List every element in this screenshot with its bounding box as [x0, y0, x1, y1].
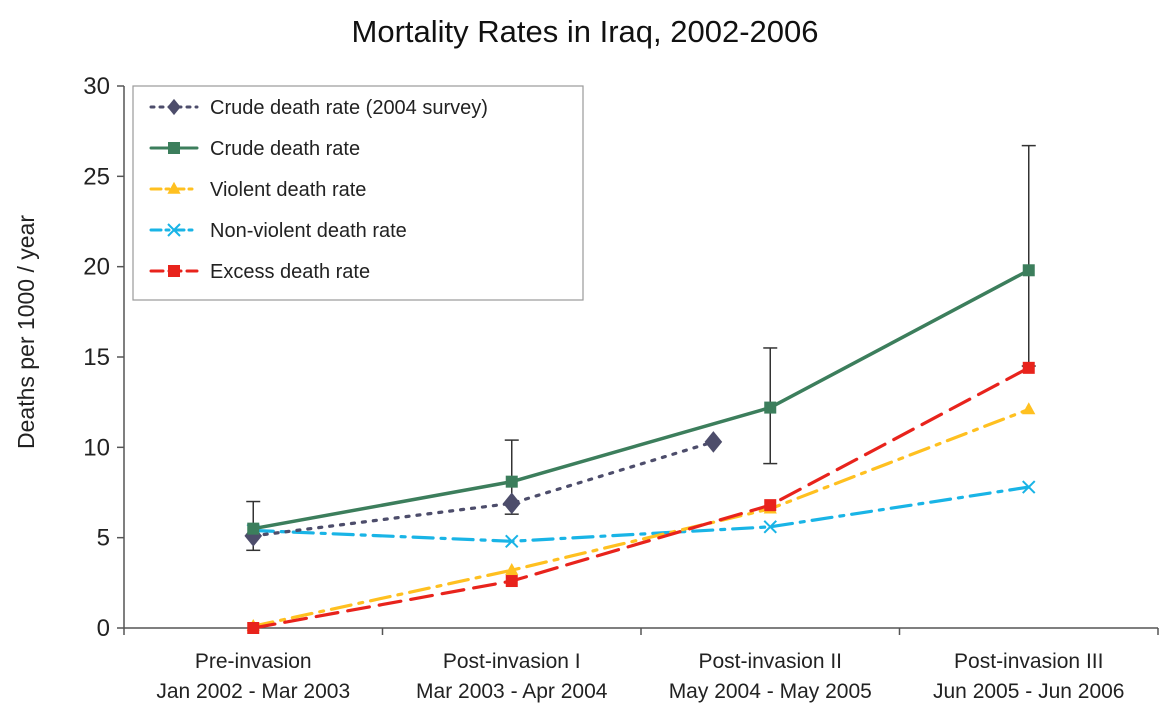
- data-point-marker: [247, 522, 260, 535]
- x-category-label: Mar 2003 - Apr 2004: [416, 680, 608, 703]
- y-tick-label: 10: [83, 434, 110, 461]
- y-tick-label: 30: [83, 73, 110, 100]
- data-point-marker: [764, 499, 777, 512]
- data-point-marker: [168, 142, 180, 154]
- y-tick-label: 15: [83, 344, 110, 371]
- chart-title: Mortality Rates in Iraq, 2002-2006: [352, 14, 819, 49]
- legend-box: [132, 85, 584, 301]
- data-point-marker: [1022, 480, 1036, 494]
- data-point-marker: [167, 98, 181, 116]
- marker-stroke: [167, 223, 181, 237]
- data-point-marker: [764, 401, 777, 414]
- data-point-marker: [1022, 361, 1035, 374]
- legend-label: Excess death rate: [210, 261, 370, 283]
- series-layer: [244, 264, 1036, 634]
- y-tick-label: 20: [83, 254, 110, 281]
- x-category-label: Jan 2002 - Mar 2003: [156, 680, 350, 703]
- data-point-marker: [168, 265, 180, 277]
- data-point-marker: [167, 181, 181, 194]
- data-point-marker: [1022, 264, 1035, 277]
- series-line: [251, 268, 1031, 531]
- data-point-marker: [167, 223, 181, 237]
- y-tick-label: 0: [97, 615, 110, 642]
- legend-label: Violent death rate: [210, 179, 366, 201]
- data-point-marker: [505, 575, 518, 588]
- x-category-label: Pre-invasion: [195, 650, 312, 673]
- data-point-marker: [505, 534, 519, 548]
- marker-stroke: [1022, 480, 1036, 494]
- x-category-label: Jun 2005 - Jun 2006: [933, 680, 1124, 703]
- x-category-label: May 2004 - May 2005: [669, 680, 872, 703]
- marker-stroke: [763, 520, 777, 534]
- data-point-marker: [502, 492, 521, 515]
- data-point-marker: [1022, 402, 1036, 415]
- legend-label: Non-violent death rate: [210, 220, 407, 242]
- y-tick-label: 5: [97, 525, 110, 552]
- x-category-label: Post-invasion III: [954, 650, 1103, 673]
- series-line: [251, 485, 1031, 543]
- x-category-label: Post-invasion I: [443, 650, 581, 673]
- y-tick-label: 25: [83, 163, 110, 190]
- data-point-marker: [704, 431, 723, 453]
- y-axis-label: Deaths per 1000 / year: [13, 215, 39, 449]
- legend-label: Crude death rate (2004 survey): [210, 97, 488, 119]
- legend: Crude death rate (2004 survey) Crude deat…: [132, 85, 584, 301]
- marker-stroke: [505, 534, 519, 548]
- data-point-marker: [505, 475, 518, 488]
- legend-label: Crude death rate: [210, 138, 360, 160]
- data-point-marker: [763, 520, 777, 534]
- axes: 0 5 10 15 20 25 30 Pre-invasion Jan 2002 - Mar 2…: [83, 73, 1159, 703]
- series-line: [251, 366, 1031, 630]
- data-point-marker: [244, 525, 263, 547]
- series-line: [251, 407, 1031, 628]
- x-category-label: Post-invasion II: [698, 650, 842, 673]
- data-point-marker: [247, 622, 260, 634]
- series-line: [251, 440, 715, 538]
- data-point-marker: [505, 562, 519, 575]
